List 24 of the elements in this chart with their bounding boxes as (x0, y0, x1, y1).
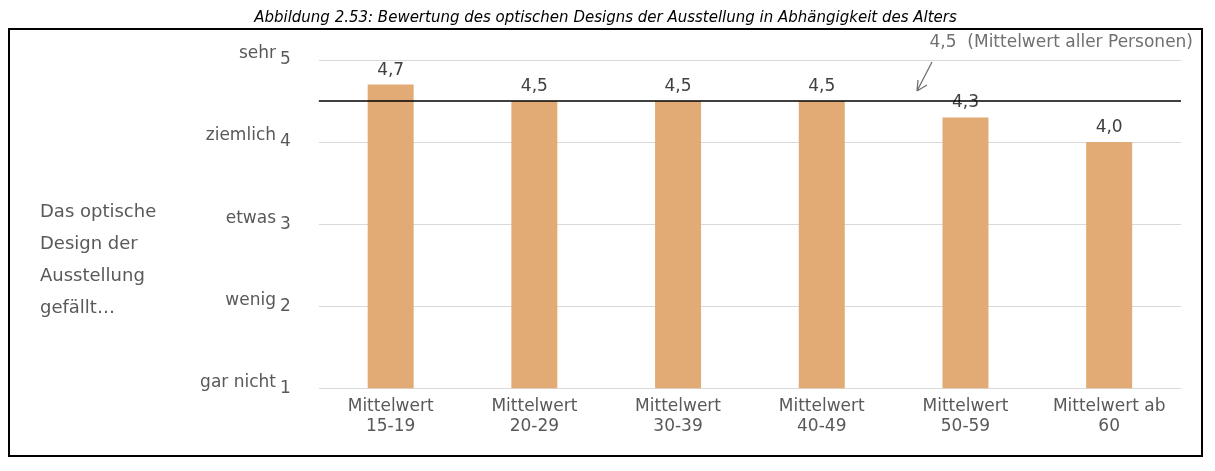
text: gar nicht (200, 370, 277, 391)
y-tick-label: 3 (280, 212, 291, 233)
x-tick-label: Mittelwert 20-29 (491, 394, 578, 436)
ref-line-label: 4,5 (Mittelwert aller Personen) (929, 30, 1193, 51)
text: etwas (225, 206, 277, 227)
data-label: 4,5 (520, 74, 548, 95)
x-tick-label: Mittelwert 30-39 (635, 394, 722, 436)
data-label: 4,5 (808, 74, 836, 95)
data-label: 4,5 (664, 74, 692, 95)
x-tick-label: Mittelwert 40-49 (778, 394, 866, 436)
text: sehr (238, 42, 276, 63)
y-tick-label: 5 (280, 48, 291, 69)
text: ziemlich (205, 124, 276, 145)
x-tick-label: Mittelwert 15-19 (347, 394, 434, 436)
text: Das optische Design der Ausstellung gefällt… (40, 199, 158, 319)
y-tick-label: 4 (280, 130, 291, 151)
text: wenig (225, 288, 276, 309)
y-tick-label: 2 (280, 294, 291, 315)
x-tick-label: Mittelwert 50-59 (922, 394, 1009, 436)
data-label: 4,0 (1095, 115, 1123, 136)
chart-title: Abbildung 2.53: Bewertung des optischen Designs der Ausstellung in Abhängigkeit des Alters (252, 8, 958, 28)
data-label: 4,7 (377, 58, 405, 79)
x-tick-label: Mittelwert ab 60 (1052, 394, 1166, 436)
y-tick-label: 1 (280, 376, 291, 397)
